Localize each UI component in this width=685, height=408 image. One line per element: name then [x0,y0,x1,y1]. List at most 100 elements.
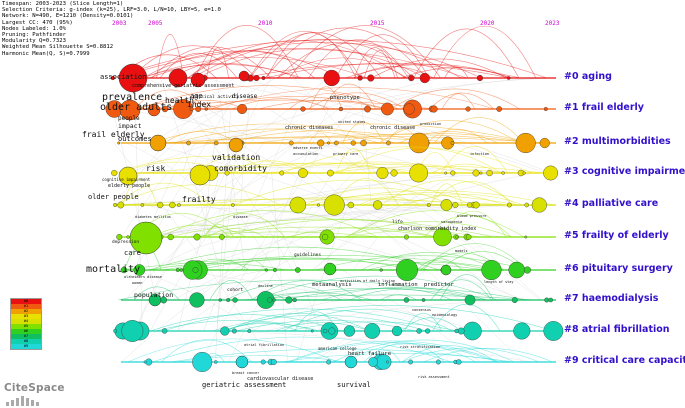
co-citation-arc [308,92,405,110]
co-citation-arc [203,123,534,144]
term-label: outcomes [118,135,152,143]
term-label: adverse events [293,146,323,150]
term-label: infection [470,152,489,156]
co-citation-arc [173,137,468,144]
keyword-node [539,137,550,149]
co-citation-arc [380,294,417,301]
year-label: 2010 [258,20,273,27]
keyword-node [157,201,164,209]
co-citation-arc [114,155,312,174]
keyword-node [226,298,231,302]
background-link [121,142,197,238]
term-label: metaanalysis [312,282,352,288]
legend-swatch: #6 [11,329,41,334]
keyword-node [113,329,118,333]
background-link [134,204,206,332]
keyword-node [161,328,168,334]
keyword-node [416,328,422,334]
keyword-node [247,329,252,333]
keyword-node [450,141,455,145]
keyword-node [403,103,415,115]
background-link [201,204,526,301]
co-citation-arc [209,280,254,301]
keyword-node [543,165,559,181]
legend-swatch: #4 [11,319,41,324]
background-link [126,142,217,206]
co-citation-arc [255,275,498,301]
co-citation-arc [349,289,453,301]
co-citation-arc [234,179,473,206]
co-citation-arc [440,146,508,174]
background-link [362,77,543,110]
keyword-node [364,323,381,339]
co-citation-arc [367,261,489,271]
background-link [160,77,220,271]
co-citation-arc [308,39,409,79]
term-label: association [100,73,147,81]
keyword-node [300,106,306,112]
legend-swatch: #9 [11,344,41,349]
co-citation-arc [173,128,380,144]
background-link [121,236,285,363]
term-label: health [165,96,194,105]
keyword-node [372,200,383,210]
co-citation-arc [344,343,476,363]
term-label: disease [232,93,258,100]
co-citation-arc [160,210,378,238]
background-link [132,204,503,238]
background-link [186,77,329,206]
keyword-node [218,298,222,302]
co-citation-arc [444,66,469,79]
background-link [112,108,157,301]
co-citation-arc [308,132,333,144]
co-citation-arc [416,258,463,271]
major-keyword-node [344,355,358,369]
background-link [236,204,292,238]
background-link [113,77,235,206]
keyword-node [522,171,526,175]
term-label: risk assessment [418,375,450,379]
term-label: care [124,249,141,257]
background-link [200,269,262,363]
keyword-node [501,171,505,175]
keyword-node [111,169,118,177]
keyword-node [120,266,128,274]
co-citation-arc [326,165,544,174]
term-label: heart failure [348,351,392,357]
term-label: cohort [227,288,244,293]
keyword-node [376,166,389,180]
keyword-node [161,105,169,113]
term-label: risk [146,164,166,173]
major-keyword-node [148,293,162,307]
legend-swatch: #5 [11,324,41,329]
term-label: decline [258,284,273,288]
summary-line: Timespan: 2003-2023 (Slice Length=1) [2,1,124,7]
co-citation-arc [191,231,379,238]
co-citation-arc [322,83,377,110]
co-citation-arc [289,25,441,79]
cluster-lane [116,210,556,247]
co-citation-arc [280,287,526,301]
summary-line: Harmonic Mean(Q, S)=0.7999 [2,50,90,57]
term-label: epidemiology [432,313,458,317]
keyword-node [481,259,502,281]
co-citation-arc [381,179,517,206]
co-citation-arc [241,260,266,271]
keyword-node [403,234,410,240]
keyword-node [192,267,199,273]
background-link [133,166,524,174]
term-label: predictor [424,282,454,288]
term-label: prediction [420,122,442,126]
co-citation-arc [423,215,512,238]
keyword-node [419,72,430,84]
background-link [128,77,442,174]
co-citation-arc [401,345,497,363]
keyword-node [224,170,230,176]
co-citation-arc [133,89,207,110]
co-citation-arc [159,53,238,79]
keyword-node [506,202,512,208]
background-link [231,204,308,332]
background-link [147,142,427,238]
keyword-node [333,140,339,146]
